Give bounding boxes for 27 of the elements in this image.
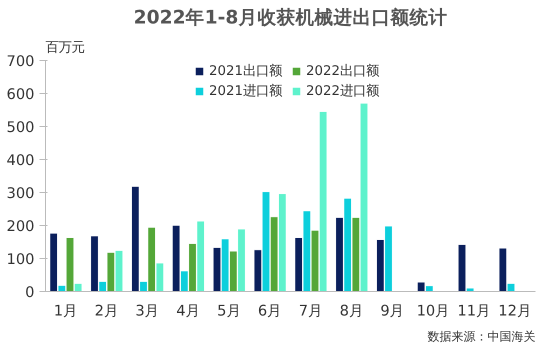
x-tick-label: 8月 [340, 302, 364, 320]
y-tick-label: 0 [25, 284, 35, 301]
y-tick-label: 600 [6, 86, 35, 103]
legend-label: 2021出口额 [209, 62, 283, 80]
y-tick-label: 100 [6, 251, 35, 268]
y-tick-label: 500 [6, 119, 35, 136]
legend-label: 2022出口额 [306, 62, 380, 80]
y-axis-title: 百万元 [46, 40, 84, 56]
x-tick-label: 1月 [54, 302, 78, 320]
x-tick-label: 6月 [258, 302, 282, 320]
chart-title: 2022年1-8月收获机械进出口额统计 [134, 6, 448, 28]
legend-label: 2022进口额 [306, 82, 380, 100]
legend-label: 2021进口额 [209, 82, 283, 100]
x-tick-label: 9月 [380, 302, 405, 320]
source-note: 数据来源：中国海关 [428, 330, 536, 344]
x-tick-label: 3月 [135, 302, 160, 320]
y-tick-label: 200 [6, 218, 35, 235]
x-tick-label: 7月 [298, 302, 324, 320]
y-tick-label: 400 [6, 152, 35, 169]
y-tick-label: 700 [6, 53, 35, 70]
x-tick-label: 11月 [457, 302, 492, 320]
y-tick-label: 300 [6, 185, 35, 202]
x-tick-label: 2月 [94, 302, 119, 320]
x-tick-label: 4月 [176, 302, 201, 320]
x-tick-label: 10月 [416, 302, 450, 320]
x-tick-label: 5月 [217, 302, 242, 320]
x-tick-label: 12月 [498, 302, 532, 320]
